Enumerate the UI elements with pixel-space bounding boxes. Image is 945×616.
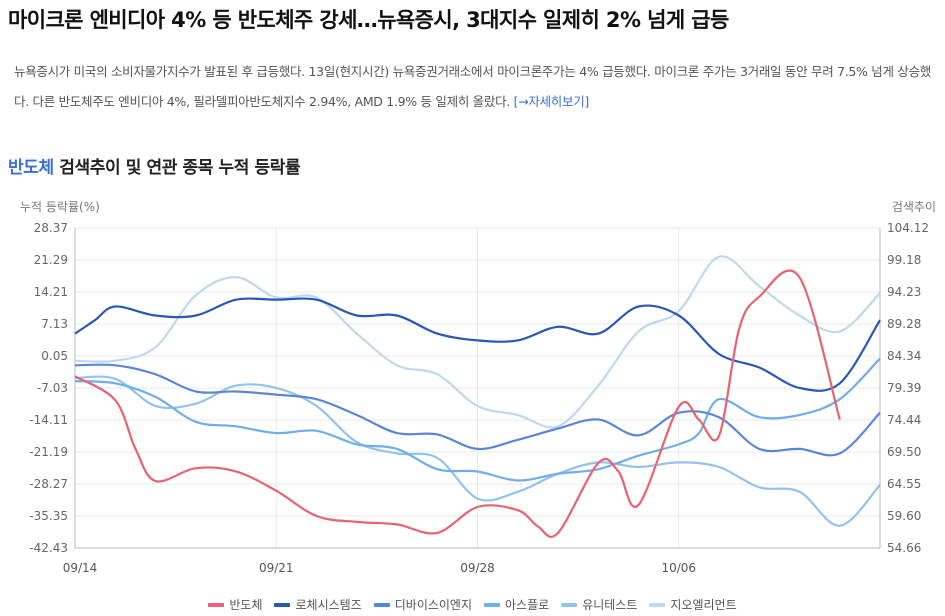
read-more-link[interactable]: [→자세히보기]: [513, 94, 590, 109]
series-line: [74, 357, 881, 482]
x-tick-label: 10/06: [661, 561, 696, 575]
right-tick-label: 69.50: [887, 445, 921, 459]
right-tick-label: 74.44: [887, 413, 921, 427]
left-tick-label: 14.21: [34, 285, 68, 299]
left-tick-label: 28.37: [34, 221, 68, 235]
left-tick-label: -42.43: [29, 541, 68, 555]
section-title-text: 검색추이 및 연관 종목 누적 등락률: [53, 158, 301, 178]
legend-swatch: [208, 602, 225, 607]
chart-section-title: 반도체 검색추이 및 연관 종목 누적 등락률: [8, 153, 301, 178]
right-tick-label: 54.66: [887, 541, 921, 555]
right-tick-label: 89.28: [887, 317, 921, 331]
series-line: [74, 297, 881, 392]
series-line: [74, 255, 881, 429]
legend-item[interactable]: 반도체: [208, 596, 262, 613]
legend-swatch: [649, 602, 666, 607]
x-tick-label: 09/21: [259, 561, 294, 575]
right-tick-label: 64.55: [887, 477, 921, 491]
left-tick-label: -14.11: [29, 413, 68, 427]
legend-swatch: [274, 602, 291, 607]
left-tick-label: 0.05: [41, 349, 68, 363]
trend-chart: 누적 등락률(%) 검색추이 28.37 104.12 21.29 99.18 14.21 9…: [20, 200, 936, 575]
right-tick-label: 104.12: [887, 221, 929, 235]
series-line: [74, 363, 881, 457]
summary-text: 뉴욕증시가 미국의 소비자물가지수가 발표된 후 급등했다. 13일(현지시간)…: [14, 64, 931, 109]
left-tick-label: -7.03: [37, 381, 68, 395]
legend-label: 반도체: [229, 598, 263, 612]
legend-item[interactable]: 로체시스템즈: [274, 596, 362, 613]
section-keyword: 반도체: [8, 158, 54, 178]
legend-label: 아스플로: [505, 598, 550, 612]
legend-label: 지오엘리먼트: [670, 598, 737, 612]
left-tick-label: -35.35: [29, 509, 68, 523]
legend-label: 유니테스트: [582, 598, 638, 612]
right-tick-label: 94.23: [887, 285, 921, 299]
x-tick-label: 09/28: [460, 561, 495, 575]
right-axis-label: 검색추이: [892, 200, 936, 214]
chart-legend: 반도체 로체시스템즈 디바이스이엔지 아스플로 유니테스트 지오엘리먼트: [0, 596, 945, 613]
right-tick-label: 59.60: [887, 509, 921, 523]
series-line: [74, 269, 841, 538]
legend-item[interactable]: 지오엘리먼트: [649, 596, 737, 613]
left-axis-label: 누적 등락률(%): [20, 200, 100, 214]
right-tick-label: 79.39: [887, 381, 921, 395]
series-line: [74, 375, 881, 527]
x-tick-label: 09/14: [63, 561, 98, 575]
left-tick-label: -21.19: [29, 445, 68, 459]
right-tick-label: 99.18: [887, 253, 921, 267]
legend-item[interactable]: 유니테스트: [561, 596, 637, 613]
article-summary: 뉴욕증시가 미국의 소비자물가지수가 발표된 후 급등했다. 13일(현지시간)…: [14, 57, 940, 117]
right-tick-label: 84.34: [887, 349, 921, 363]
left-tick-label: 7.13: [41, 317, 68, 331]
left-tick-label: -28.27: [29, 477, 68, 491]
legend-item[interactable]: 아스플로: [484, 596, 549, 613]
article-headline: 마이크론 엔비디아 4% 등 반도체주 강세…뉴욕증시, 3대지수 일제히 2%…: [8, 8, 729, 32]
legend-swatch: [373, 602, 390, 607]
legend-label: 로체시스템즈: [295, 598, 362, 612]
legend-label: 디바이스이엔지: [394, 598, 473, 612]
legend-swatch: [484, 602, 501, 607]
left-tick-label: 21.29: [34, 253, 68, 267]
legend-swatch: [561, 602, 578, 607]
legend-item[interactable]: 디바이스이엔지: [373, 596, 473, 613]
